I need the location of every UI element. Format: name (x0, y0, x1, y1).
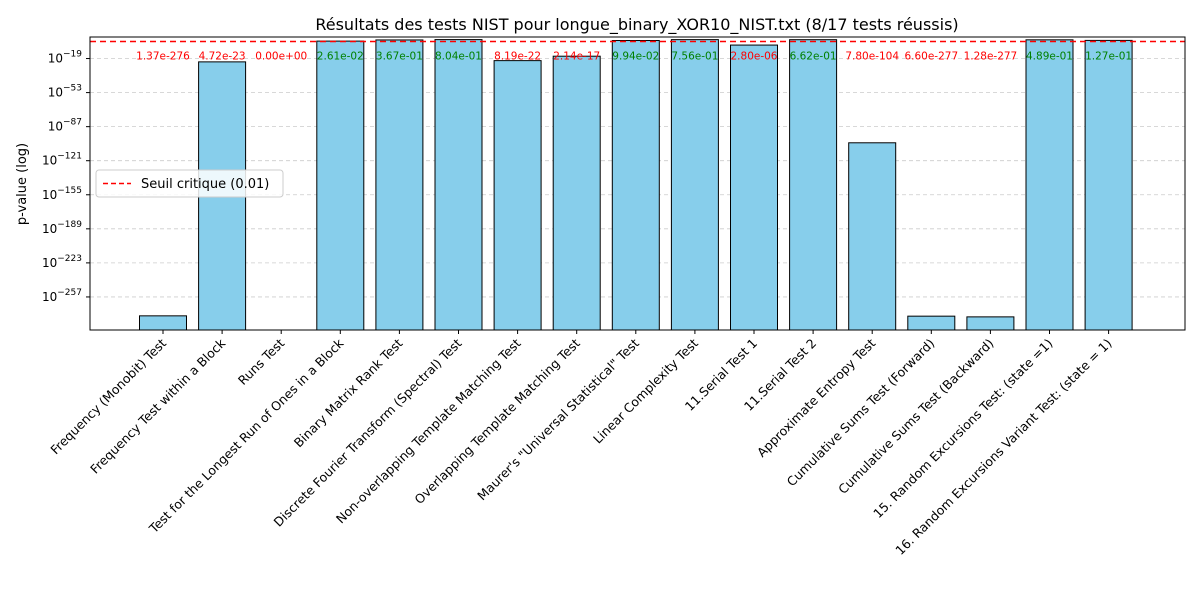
bar-value-label: 8.04e-01 (435, 51, 482, 63)
y-axis-label: p-value (log) (15, 143, 30, 225)
bar (966, 316, 1015, 331)
y-tick-label: 10−19 (48, 50, 83, 66)
legend-box (95, 169, 284, 198)
bar-value-label: 3.67e-01 (376, 51, 423, 63)
bar (611, 40, 660, 331)
bar-value-label: 6.60e-277 (904, 51, 958, 63)
bar-value-label: 7.56e-01 (671, 51, 718, 63)
y-tick-label: 10−257 (42, 288, 82, 304)
x-tick-label: 16. Random Excursions Variant Test: (sta… (892, 336, 1114, 558)
x-tick-label: Approximate Entropy Test (754, 335, 879, 460)
bar-value-label: 2.61e-02 (317, 51, 364, 63)
x-tick-label: Frequency (Monobit) Test (47, 335, 169, 457)
x-tick-label: Runs Test (235, 335, 287, 387)
bar (316, 40, 365, 331)
bar-value-label: 4.72e-23 (199, 51, 246, 63)
y-tick-label: 10−223 (42, 254, 82, 270)
bar-value-label: 0.00e+00 (255, 51, 307, 63)
bar (670, 39, 719, 331)
bar-value-label: 7.80e-104 (845, 51, 899, 63)
bar (434, 39, 483, 331)
bar-value-label: 9.94e-02 (612, 51, 659, 63)
bar-value-label: 1.28e-277 (964, 51, 1018, 63)
bar (375, 39, 424, 331)
bar (493, 60, 542, 331)
x-tick-label: Linear Complexity Test (590, 335, 701, 446)
bar-value-label: 1.27e-01 (1085, 51, 1132, 63)
y-tick-label: 10−53 (48, 84, 82, 100)
bar-value-label: 1.37e-276 (136, 51, 190, 63)
bars (139, 39, 1133, 331)
bar-value-label: 6.62e-01 (790, 51, 837, 63)
bar-value-label: 2.80e-06 (731, 51, 778, 63)
y-tick-label: 10−87 (48, 118, 82, 134)
bar (1025, 39, 1074, 331)
bar-value-label: 4.89e-01 (1026, 51, 1073, 63)
bar-value-label: 8.19e-22 (494, 51, 541, 63)
bar (1084, 39, 1133, 331)
legend-threshold-label: Seuil critique (0.01) (141, 177, 269, 192)
bar (139, 315, 187, 331)
x-tick-label: Binary Matrix Rank Test (291, 335, 406, 450)
y-tick-label: 10−121 (42, 152, 82, 168)
bar (848, 142, 897, 331)
y-axis: 10−19 10−53 10−87 10−121 10−155 10−189 10−223 1… (42, 50, 90, 304)
bar (552, 55, 601, 331)
legend: Seuil critique (0.01) (95, 169, 284, 198)
value-labels: 1.37e-276 4.72e-23 0.00e+00 2.61e-02 3.67e-0… (136, 51, 1132, 63)
bar (789, 39, 838, 331)
y-tick-label: 10−155 (42, 186, 82, 202)
bar-value-label: 2.14e-17 (553, 51, 600, 63)
plot-frame (89, 36, 1186, 331)
chart-title: Résultats des tests NIST pour longue_bin… (315, 15, 958, 35)
y-tick-label: 10−189 (42, 220, 82, 236)
bar (907, 315, 956, 331)
bar (730, 44, 778, 331)
